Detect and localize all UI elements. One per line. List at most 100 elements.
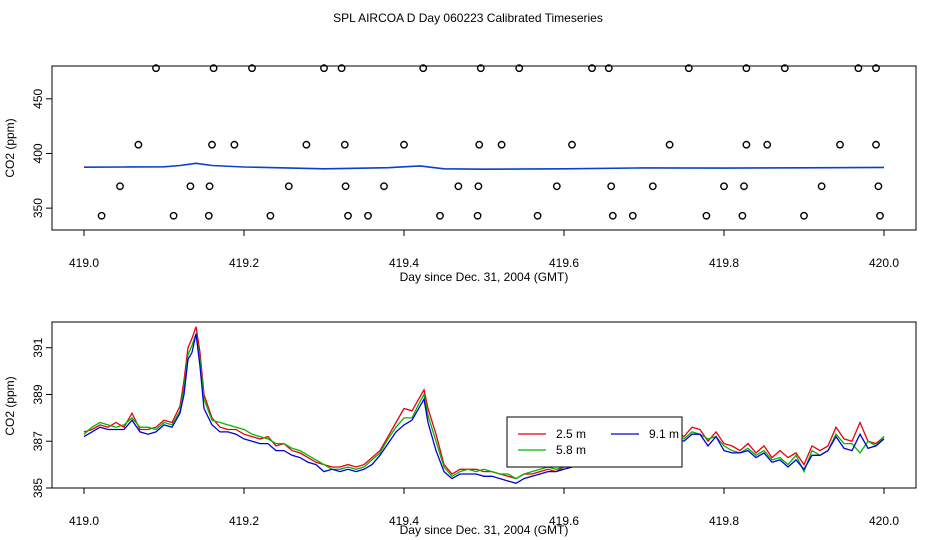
bottom-panel: 419.0 419.2 419.4 419.6 419.8 420.0 385 387 389 3… (3, 321, 917, 537)
data-point (742, 140, 751, 149)
data-point (874, 182, 883, 191)
data-point (533, 211, 542, 220)
data-point (340, 140, 349, 149)
bottom-y-label: CO2 (ppm) (3, 376, 17, 435)
data-point (476, 64, 485, 73)
x-tick-label: 419.2 (229, 256, 259, 270)
data-point (302, 140, 311, 149)
y-tick-label: 391 (31, 337, 45, 357)
data-point (800, 211, 808, 220)
data-point (588, 64, 596, 73)
data-point (608, 211, 617, 220)
top-y-label: CO2 (ppm) (3, 118, 17, 177)
data-point (320, 64, 328, 73)
data-point (208, 140, 216, 149)
x-tick-label: 419.0 (69, 514, 99, 528)
data-point (186, 182, 195, 191)
y-tick-label: 389 (31, 384, 45, 404)
x-tick-label: 419.6 (549, 514, 579, 528)
x-tick-label: 419.0 (69, 256, 99, 270)
top-axis-ticks: 419.0 419.2 419.4 419.6 419.8 420.0 350 400 450 (31, 88, 899, 270)
data-point (684, 64, 693, 73)
series-line-3 (83, 333, 885, 485)
bottom-x-label: Day since Dec. 31, 2004 (GMT) (400, 523, 569, 537)
x-tick-label: 419.4 (389, 256, 419, 270)
data-point (742, 64, 751, 73)
data-point (380, 182, 388, 191)
data-point (205, 182, 214, 191)
data-point (341, 182, 350, 191)
top-panel: 419.0 419.2 419.4 419.6 419.8 420.0350400450 … (3, 64, 917, 284)
top-series-line (83, 162, 885, 171)
data-point (568, 140, 576, 149)
data-point (607, 182, 616, 191)
top-x-label: Day since Dec. 31, 2004 (GMT) (400, 270, 569, 284)
data-point (817, 182, 826, 191)
y-tick-label: 387 (31, 431, 45, 451)
data-point (780, 64, 789, 73)
data-point (134, 140, 143, 149)
data-point (854, 64, 863, 73)
data-point (419, 64, 428, 73)
data-point (702, 211, 711, 220)
data-point (473, 211, 482, 220)
data-point (872, 64, 880, 73)
data-point (497, 140, 506, 149)
data-point (97, 211, 106, 220)
data-point (475, 140, 484, 149)
data-point (209, 64, 218, 73)
data-point (284, 182, 293, 191)
x-tick-label: 419.4 (389, 514, 419, 528)
data-point (436, 211, 444, 220)
data-point (454, 182, 463, 191)
data-point (720, 182, 728, 191)
legend-label: 5.8 m (556, 443, 586, 457)
top-series (83, 162, 885, 171)
y-tick-label: 350 (31, 198, 45, 218)
data-point (169, 211, 178, 220)
data-point (266, 211, 275, 220)
data-point (738, 211, 747, 220)
y-tick-label: 400 (31, 143, 45, 163)
data-point (763, 140, 772, 149)
y-tick-label: 385 (31, 478, 45, 498)
x-tick-label: 420.0 (869, 514, 899, 528)
data-point (248, 64, 256, 73)
x-tick-label: 419.8 (709, 256, 739, 270)
series-line-2 (83, 333, 885, 480)
data-point (836, 140, 844, 149)
data-point (604, 64, 613, 73)
data-point (474, 182, 483, 191)
bottom-series (83, 326, 885, 485)
y-tick-label: 450 (31, 88, 45, 108)
bottom-plot-frame (51, 321, 917, 489)
legend: 2.5 m 9.1 m 5.8 m (506, 416, 683, 468)
top-plot-frame (51, 65, 917, 231)
data-point (740, 182, 748, 191)
legend-box (506, 416, 683, 468)
x-tick-label: 419.6 (549, 256, 579, 270)
data-point (116, 182, 124, 191)
data-point (515, 64, 524, 73)
data-point (665, 140, 674, 149)
top-points (97, 64, 884, 220)
figure-title: SPL AIRCOA D Day 060223 Calibrated Times… (333, 11, 603, 25)
data-point (400, 140, 408, 149)
data-point (552, 182, 561, 191)
data-point (364, 211, 372, 220)
data-point (628, 211, 637, 220)
data-point (876, 211, 884, 220)
data-point (152, 64, 160, 73)
data-point (648, 182, 657, 191)
x-tick-label: 420.0 (869, 256, 899, 270)
legend-label: 2.5 m (556, 427, 586, 441)
legend-label: 9.1 m (649, 427, 679, 441)
data-point (872, 140, 880, 149)
x-tick-label: 419.8 (709, 514, 739, 528)
data-point (337, 64, 346, 73)
data-point (230, 140, 239, 149)
data-point (344, 211, 352, 220)
data-point (204, 211, 213, 220)
bottom-axis-ticks: 419.0 419.2 419.4 419.6 419.8 420.0 385 387 389 3… (31, 337, 899, 528)
